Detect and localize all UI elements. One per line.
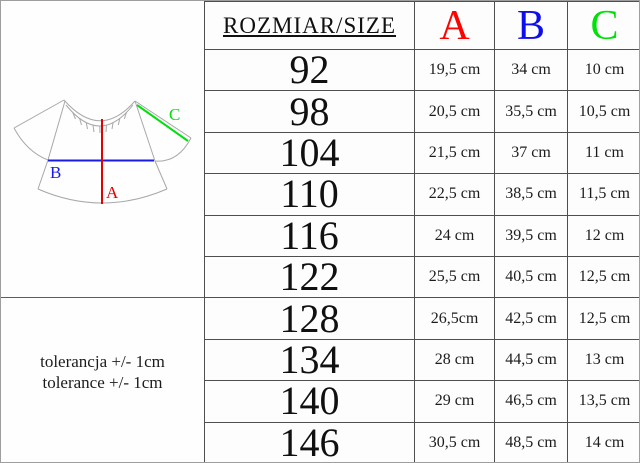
measure-a: 26,5cm	[414, 297, 495, 340]
table-row: 122 25,5 cm 40,5 cm 12,5 cm	[204, 255, 639, 299]
size-value: 116	[204, 214, 415, 257]
measure-b: 44,5 cm	[494, 338, 568, 382]
measure-a: 30,5 cm	[414, 421, 495, 462]
measure-c: 11 cm	[567, 131, 639, 175]
measure-c: 12 cm	[567, 214, 639, 257]
measure-a: 28 cm	[414, 338, 495, 382]
measure-line-c	[136, 104, 189, 142]
measure-b: 48,5 cm	[494, 421, 568, 462]
table-row: 110 22,5 cm 38,5 cm 11,5 cm	[204, 173, 639, 216]
label-c: C	[169, 105, 180, 124]
size-value: 146	[204, 421, 415, 462]
measure-b: 35,5 cm	[494, 90, 568, 133]
left-panel-divider	[1, 297, 205, 298]
table-row: 98 20,5 cm 35,5 cm 10,5 cm	[204, 90, 639, 133]
measure-b: 46,5 cm	[494, 380, 568, 423]
measure-a: 20,5 cm	[414, 90, 495, 133]
measure-b: 42,5 cm	[494, 297, 568, 340]
size-value: 122	[204, 255, 415, 299]
table-row: 92 19,5 cm 34 cm 10 cm	[204, 48, 639, 92]
measure-c: 14 cm	[567, 421, 639, 462]
measure-a: 25,5 cm	[414, 255, 495, 299]
table-row: 104 21,5 cm 37 cm 11 cm	[204, 131, 639, 175]
measure-b: 39,5 cm	[494, 214, 568, 257]
tolerance-line-en: tolerance +/- 1cm	[42, 373, 163, 392]
table-row: 116 24 cm 39,5 cm 12 cm	[204, 214, 639, 257]
measure-c: 13,5 cm	[567, 380, 639, 423]
measure-c: 10,5 cm	[567, 90, 639, 133]
measure-a: 29 cm	[414, 380, 495, 423]
tolerance-note: tolerancja +/- 1cm tolerance +/- 1cm	[1, 351, 204, 393]
column-header-c: C	[567, 1, 639, 50]
table-header-row: ROZMIAR/SIZE A B C	[204, 1, 639, 50]
column-header-a: A	[414, 1, 495, 50]
measure-a: 19,5 cm	[414, 48, 495, 92]
measure-a: 21,5 cm	[414, 131, 495, 175]
measure-c: 10 cm	[567, 48, 639, 92]
size-value: 128	[204, 297, 415, 340]
measure-c: 12,5 cm	[567, 297, 639, 340]
label-a: A	[106, 183, 119, 202]
label-b: B	[50, 163, 61, 182]
measure-b: 38,5 cm	[494, 173, 568, 216]
column-header-b: B	[494, 1, 568, 50]
measure-b: 37 cm	[494, 131, 568, 175]
size-table: ROZMIAR/SIZE A B C 92 19,5 cm 34 cm 10 c…	[204, 1, 639, 462]
table-row: 134 28 cm 44,5 cm 13 cm	[204, 338, 639, 382]
measure-a: 22,5 cm	[414, 173, 495, 216]
size-value: 110	[204, 173, 415, 216]
table-row: 128 26,5cm 42,5 cm 12,5 cm	[204, 297, 639, 340]
garment-diagram: B A C	[13, 99, 192, 204]
measure-c: 12,5 cm	[567, 255, 639, 299]
table-row: 146 30,5 cm 48,5 cm 14 cm	[204, 421, 639, 462]
tolerance-line-pl: tolerancja +/- 1cm	[40, 352, 165, 371]
garment-outline	[13, 99, 192, 204]
size-value: 140	[204, 380, 415, 423]
measure-c: 11,5 cm	[567, 173, 639, 216]
size-value: 134	[204, 338, 415, 382]
size-column-header: ROZMIAR/SIZE	[204, 1, 415, 50]
neckline-gather-ticks	[72, 112, 127, 134]
measure-a: 24 cm	[414, 214, 495, 257]
size-value: 104	[204, 131, 415, 175]
measure-b: 40,5 cm	[494, 255, 568, 299]
measure-b: 34 cm	[494, 48, 568, 92]
size-value: 98	[204, 90, 415, 133]
table-row: 140 29 cm 46,5 cm 13,5 cm	[204, 380, 639, 423]
measure-c: 13 cm	[567, 338, 639, 382]
size-value: 92	[204, 48, 415, 92]
